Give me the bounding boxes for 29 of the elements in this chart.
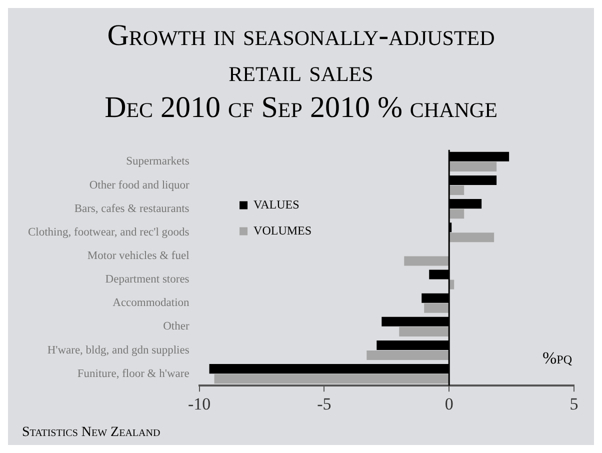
legend-label: VALUES [254,197,300,212]
legend-label: VOLUMES [254,223,312,238]
bar [399,326,449,336]
chart-subtitle: Dec 2010 cf Sep 2010 % change [104,90,498,126]
bar [450,186,464,196]
bar [366,350,449,360]
x-tick-label: 5 [570,394,578,414]
y-tick-label: Department stores [105,274,190,286]
y-tick-label: Bars, cafes & restaurants [74,202,190,215]
y-tick-label: Other food and liquor [89,179,190,192]
x-tick-label: -5 [317,394,332,414]
bar [450,209,464,219]
bar [450,232,494,242]
chart-title: Growth in seasonally-adjusted retail sales [106,18,496,90]
bar [450,162,497,172]
x-tick-label: -10 [188,394,211,414]
y-tick-label: Funiture, floor & h'ware [77,368,190,380]
y-tick-label: Clothing, footwear, and rec'l goods [28,226,190,238]
y-tick-label: H'ware, bldg, and gdn supplies [47,344,190,356]
y-tick-label: Other [163,320,190,333]
bar [424,303,449,313]
text: Statistics New Zealand [22,425,160,441]
bar [404,256,449,266]
y-tick-label: Supermarkets [126,156,190,168]
bar [214,374,449,384]
y-tick-label: Accommodation [112,297,190,310]
y-tick-label: Motor vehicles & fuel [87,250,190,262]
x-tick-label: 0 [444,394,454,414]
annotation: %pq [542,348,572,368]
